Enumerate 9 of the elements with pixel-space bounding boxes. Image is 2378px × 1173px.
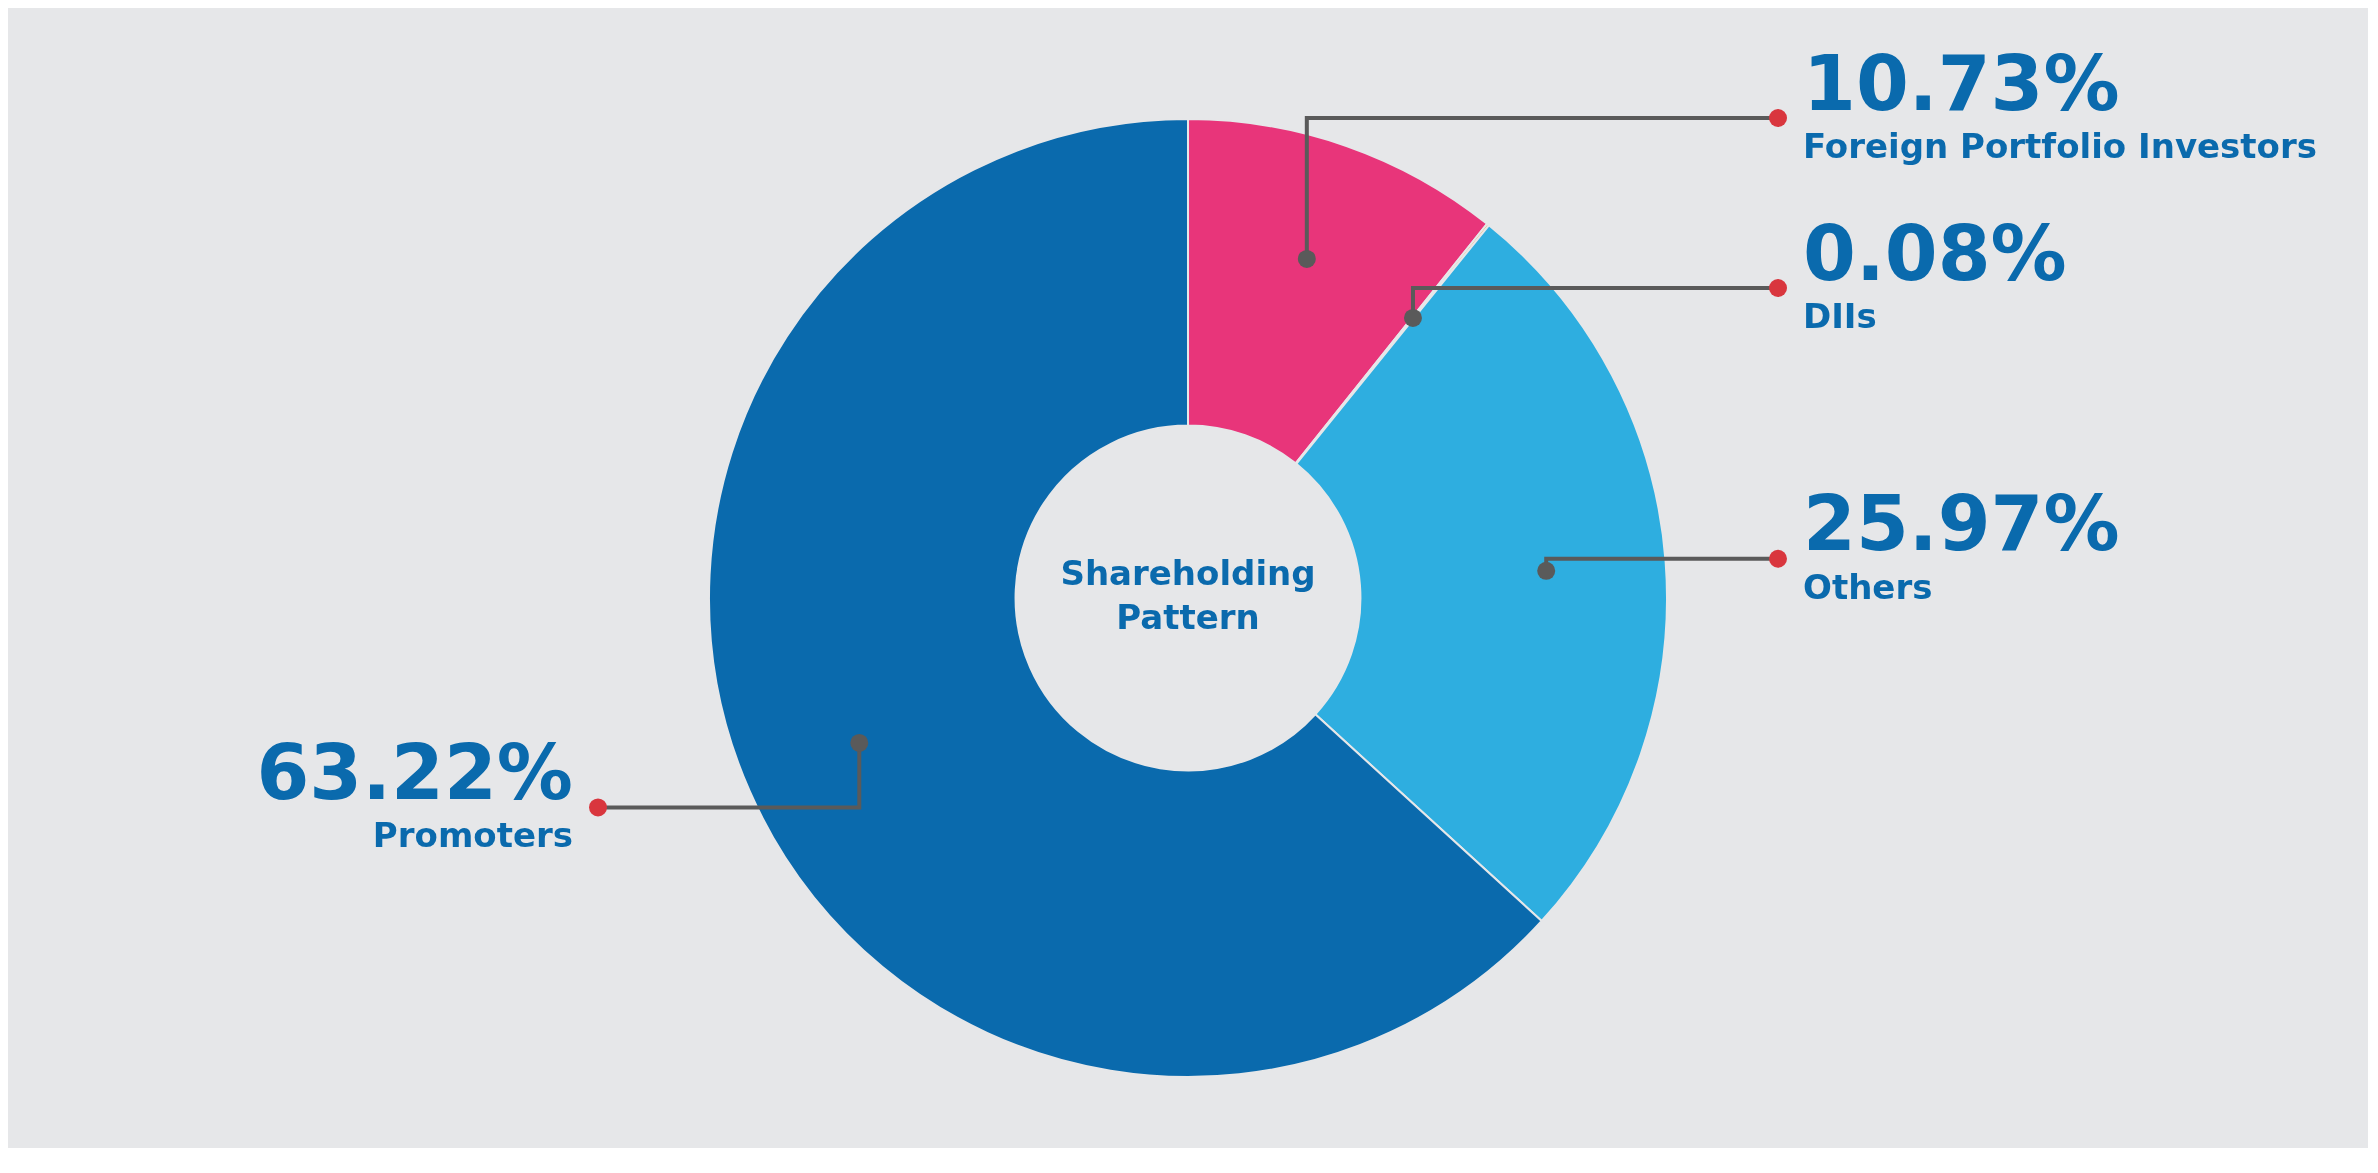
slice-label: DIIs: [1803, 295, 1877, 336]
slice-label: Foreign Portfolio Investors: [1803, 125, 2317, 166]
slice-label: Others: [1803, 566, 1933, 607]
slice-label: Promoters: [372, 815, 573, 856]
data-label: 25.97%: [1803, 479, 2120, 569]
data-label: 0.08%: [1803, 208, 2067, 298]
data-label: 63.22%: [256, 728, 573, 818]
text: Shareholding Pattern: [1060, 552, 1316, 637]
data-label: 10.73%: [1803, 38, 2120, 128]
